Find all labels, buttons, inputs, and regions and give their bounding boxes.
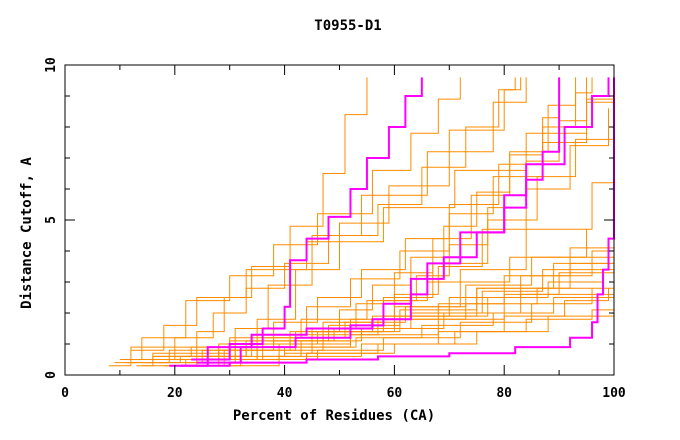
x-tick-label: 20 <box>167 386 183 401</box>
magenta-series-line <box>196 77 561 364</box>
magenta-series-line <box>169 77 615 367</box>
magenta-series-line <box>180 77 610 367</box>
chart-title: T0955-D1 <box>314 18 381 34</box>
magenta-series-line <box>191 77 423 361</box>
y-tick-label: 0 <box>44 371 59 379</box>
y-tick-label: 5 <box>44 216 59 224</box>
y-tick-label: 10 <box>44 57 59 73</box>
x-tick-label: 0 <box>61 386 69 401</box>
plot-area <box>108 77 615 367</box>
x-tick-label: 40 <box>277 386 293 401</box>
orange-series-line <box>229 77 522 360</box>
x-tick-label: 100 <box>602 386 626 401</box>
y-axis-label: Distance Cutoff, A <box>19 157 35 309</box>
x-tick-label: 80 <box>496 386 512 401</box>
x-axis-label: Percent of Residues (CA) <box>233 408 435 424</box>
x-tick-label: 60 <box>387 386 403 401</box>
orange-series-line <box>185 247 615 357</box>
axes-group: 0 20 40 60 80 100 0 5 10 <box>44 57 626 401</box>
orange-series-line <box>114 275 615 364</box>
